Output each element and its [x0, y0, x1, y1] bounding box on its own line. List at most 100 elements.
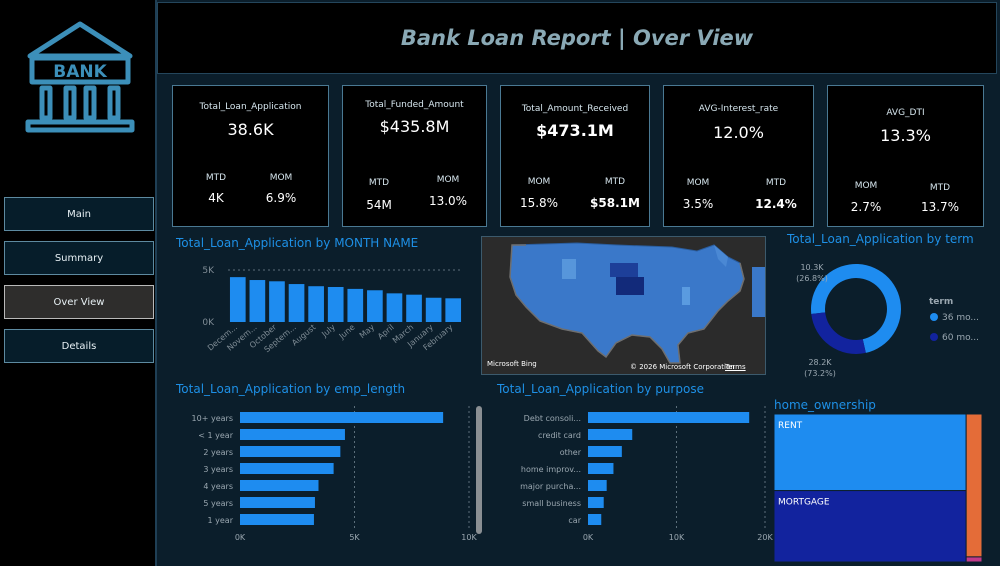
- kpi-value: 38.6K: [227, 120, 274, 139]
- y-tick-label: other: [560, 448, 582, 457]
- kpi-sub-value: 13.0%: [428, 194, 468, 208]
- bar: [386, 293, 403, 322]
- us-map: [482, 237, 765, 374]
- kpi-sub-value: 54M: [366, 198, 392, 212]
- kpi-sub-value: $58.1M: [590, 196, 640, 210]
- nav-overview-button[interactable]: Over View: [4, 285, 154, 319]
- home-ownership-treemap[interactable]: RENT MORTGAGE: [774, 414, 982, 562]
- kpi-sub-label: MTD: [929, 183, 951, 193]
- data-label: (73.2%): [804, 369, 836, 378]
- kpi-sub-label: MOM: [527, 177, 551, 187]
- kpi-sub-value: 15.8%: [519, 196, 559, 210]
- bar: [240, 497, 315, 508]
- kpi-card-total-amount-received[interactable]: Total_Amount_Received $473.1M MOM MTD 15…: [500, 85, 650, 227]
- donut-slice: [811, 312, 866, 354]
- y-tick-label: Debt consoli...: [524, 414, 581, 423]
- bank-logo-icon: BANK: [25, 21, 135, 133]
- bar: [347, 288, 364, 322]
- month-chart-title: Total_Loan_Application by MONTH NAME: [176, 236, 419, 250]
- map-attribution: © 2026 Microsoft Corporation: [630, 363, 735, 371]
- bar: [588, 463, 614, 474]
- y-tick-label: < 1 year: [198, 431, 233, 440]
- emp-length-chart-title: Total_Loan_Application by emp_length: [176, 382, 406, 396]
- kpi-sub-label: MOM: [436, 175, 460, 185]
- emp-length-bar-chart[interactable]: 10+ years < 1 year 2 years 3 years 4 years 5 …: [176, 404, 486, 552]
- bar: [588, 497, 604, 508]
- bar: [288, 284, 305, 322]
- kpi-sub-label: MTD: [368, 178, 390, 188]
- kpi-card-total-funded-amount[interactable]: Total_Funded_Amount $435.8M MTD MOM 54M …: [342, 85, 487, 227]
- kpi-title: AVG-Interest_rate: [698, 104, 779, 114]
- purpose-bar-chart[interactable]: Debt consoli... credit card other home impr…: [493, 404, 773, 552]
- x-tick-label: May: [358, 322, 377, 340]
- kpi-title: Total_Loan_Application: [199, 102, 302, 112]
- treemap-tile: [774, 414, 967, 492]
- nav-summary-label: Summary: [54, 252, 104, 264]
- term-donut-chart[interactable]: 10.3K (26.8%) 28.2K (73.2%) term 36 mo... 60 m…: [774, 252, 992, 384]
- nav-details-button[interactable]: Details: [4, 329, 154, 363]
- bar: [240, 480, 319, 491]
- kpi-sub-value: 13.7%: [920, 200, 960, 214]
- term-chart-title: Total_Loan_Application by term: [787, 232, 974, 246]
- purpose-chart-title: Total_Loan_Application by purpose: [497, 382, 704, 396]
- treemap-label: MORTGAGE: [778, 498, 830, 508]
- month-column-chart[interactable]: 5K0KDecem...Novem...OctoberSeptem...Augu…: [176, 256, 466, 374]
- map-visual[interactable]: Microsoft Bing © 2026 Microsoft Corporat…: [481, 236, 766, 375]
- bar: [327, 286, 344, 322]
- treemap-tile: [774, 490, 967, 562]
- y-tick-label: car: [568, 516, 581, 525]
- kpi-sub-value: 3.5%: [682, 197, 714, 211]
- y-tick-label: 2 years: [203, 448, 233, 457]
- x-tick-label: 20K: [757, 533, 773, 542]
- x-tick-label: July: [319, 322, 337, 339]
- bar: [240, 463, 334, 474]
- y-tick-label: 5K: [202, 266, 215, 276]
- bar: [229, 277, 246, 322]
- kpi-sub-label: MOM: [269, 173, 293, 183]
- kpi-sub-label: MOM: [686, 178, 710, 188]
- nav-details-label: Details: [61, 340, 97, 352]
- y-tick-label: 0K: [202, 318, 215, 328]
- legend-label: 36 mo...: [942, 313, 979, 323]
- nav-main-label: Main: [67, 208, 91, 220]
- map-terms-link[interactable]: Terms: [725, 363, 746, 371]
- bar: [240, 412, 444, 423]
- y-tick-label: 4 years: [203, 482, 233, 491]
- treemap-label: RENT: [778, 421, 803, 431]
- legend-marker: [930, 333, 938, 341]
- bar: [588, 514, 602, 525]
- kpi-sub-label: MTD: [604, 177, 626, 187]
- x-tick-label: 10K: [669, 533, 685, 542]
- kpi-card-avg-dti[interactable]: AVG_DTI 13.3% MOM MTD 2.7% 13.7%: [827, 85, 984, 227]
- x-tick-label: 0K: [235, 533, 246, 542]
- donut-slice: [811, 264, 901, 353]
- nav-summary-button[interactable]: Summary: [4, 241, 154, 275]
- bar: [406, 294, 422, 322]
- kpi-title: Total_Funded_Amount: [365, 100, 464, 110]
- x-tick-label: June: [337, 323, 357, 342]
- kpi-value: $435.8M: [379, 117, 450, 136]
- map-brand-logo: Microsoft Bing: [487, 360, 537, 368]
- kpi-title: Total_Amount_Received: [521, 104, 629, 114]
- bar: [308, 286, 324, 322]
- kpi-sub-value: 4K: [208, 191, 224, 205]
- nav-overview-label: Over View: [53, 296, 105, 308]
- nav-main-button[interactable]: Main: [4, 197, 154, 231]
- y-tick-label: 3 years: [203, 465, 233, 474]
- home-ownership-chart-title: home_ownership: [774, 398, 876, 412]
- x-tick-label: 0K: [583, 533, 594, 542]
- kpi-sub-label: MOM: [854, 181, 878, 191]
- report-header: Bank Loan Report | Over View: [157, 2, 997, 74]
- bar: [588, 412, 750, 423]
- kpi-sub-value: 6.9%: [265, 191, 297, 205]
- page-title: Bank Loan Report | Over View: [400, 26, 754, 50]
- bar: [588, 446, 622, 457]
- legend-label: 60 mo...: [942, 333, 979, 343]
- treemap-tile: [965, 556, 982, 562]
- kpi-card-avg-interest-rate[interactable]: AVG-Interest_rate 12.0% MOM MTD 3.5% 12.…: [663, 85, 814, 227]
- data-label: (26.8%): [796, 274, 828, 283]
- kpi-card-total-loan-application[interactable]: Total_Loan_Application 38.6K MTD MOM 4K …: [172, 85, 329, 227]
- kpi-sub-label: MTD: [765, 178, 787, 188]
- chart-scrollbar[interactable]: [476, 406, 482, 534]
- y-tick-label: 5 years: [203, 499, 233, 508]
